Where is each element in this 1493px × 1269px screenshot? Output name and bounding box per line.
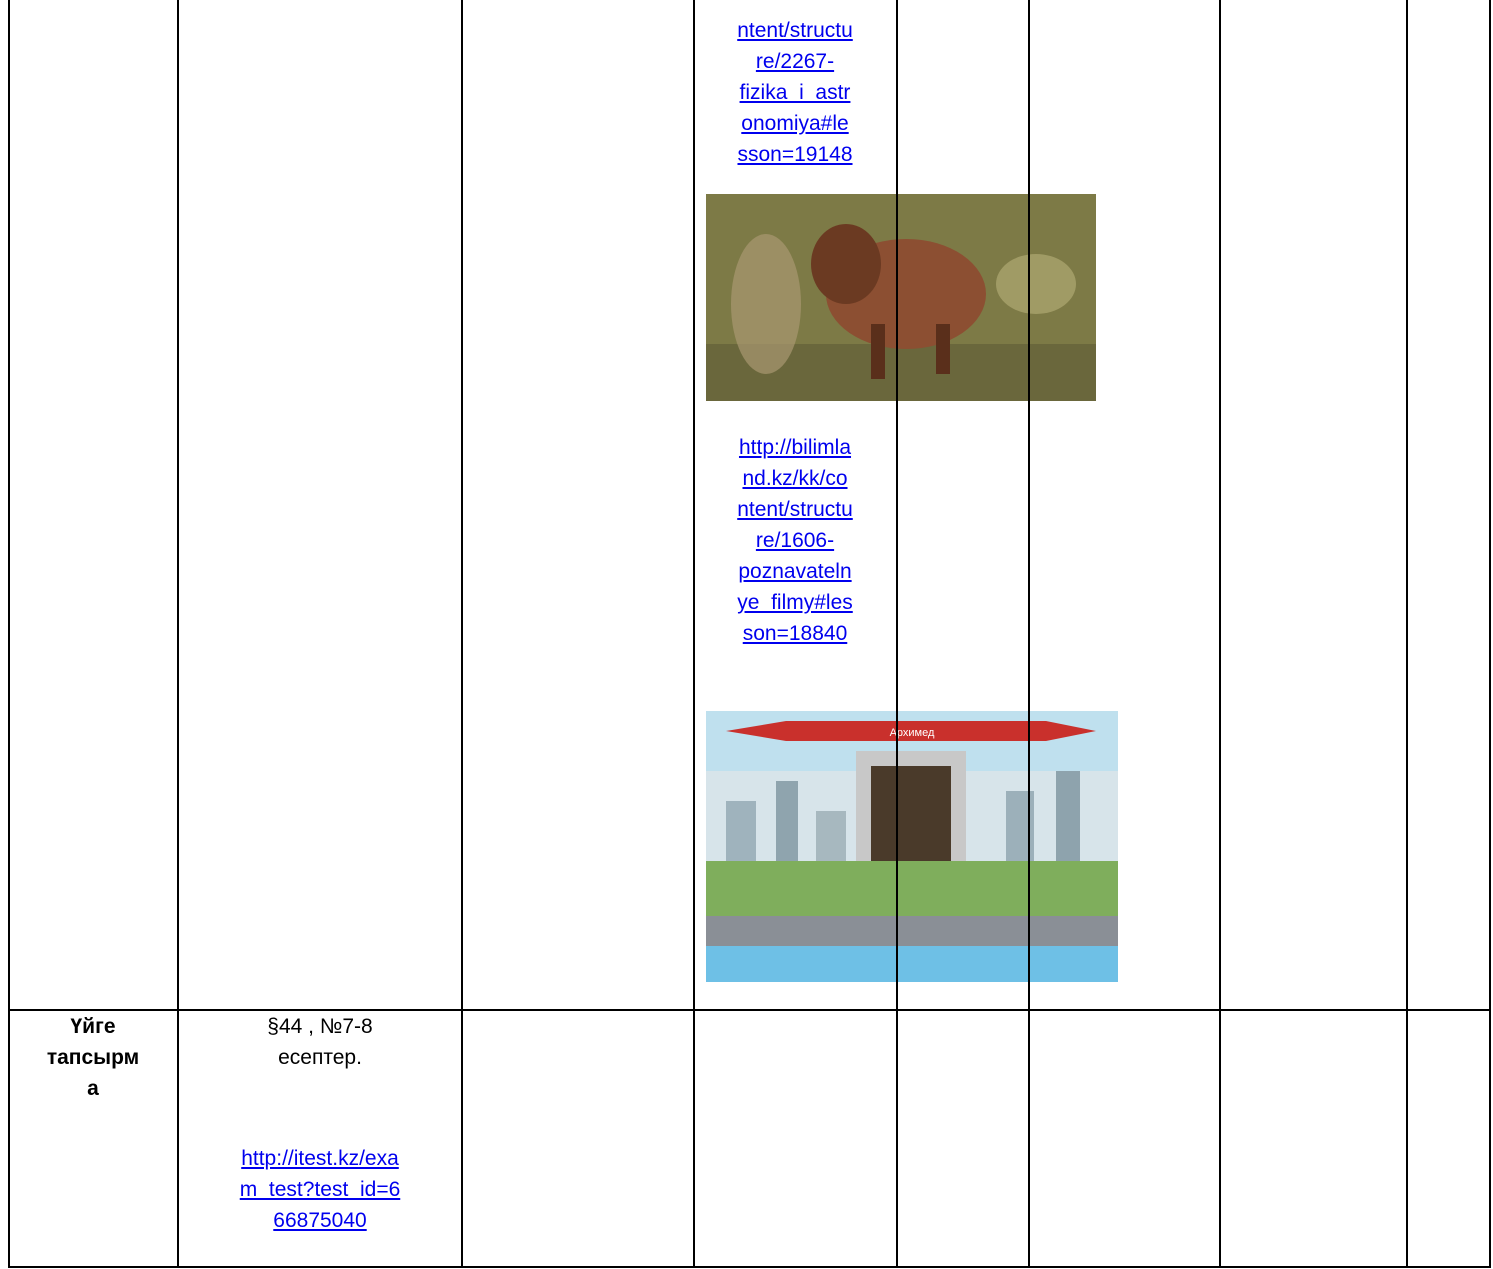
table-border xyxy=(1028,0,1030,1268)
link[interactable]: nd.kz/kk/co xyxy=(742,467,848,490)
link[interactable]: re/1606- xyxy=(755,529,835,552)
table-border xyxy=(8,1266,1491,1268)
cell-text: есептер. xyxy=(278,1046,362,1069)
link[interactable]: m_test?test_id=6 xyxy=(239,1178,401,1201)
row-label: а xyxy=(87,1077,99,1100)
link[interactable]: son=18840 xyxy=(742,622,848,645)
image-caption: Архимед xyxy=(890,727,935,739)
table-border xyxy=(896,0,898,1268)
link[interactable]: ye_filmy#les xyxy=(737,591,853,614)
link[interactable]: onomiya#le xyxy=(741,112,849,135)
link[interactable]: http://bilimla xyxy=(738,436,852,459)
table-border xyxy=(1406,0,1408,1268)
link[interactable]: re/2267- xyxy=(755,50,835,73)
city-image: Архимед xyxy=(706,711,1118,982)
link[interactable]: fizika_i_astr xyxy=(739,81,851,104)
row-label: Үйге xyxy=(70,1015,116,1038)
table-border xyxy=(8,1009,1491,1011)
table-border xyxy=(461,0,463,1268)
table-border xyxy=(1489,0,1491,1268)
link[interactable]: poznavateln xyxy=(738,560,852,583)
link[interactable]: 66875040 xyxy=(273,1209,367,1232)
table-border xyxy=(693,0,695,1268)
table-border xyxy=(177,0,179,1268)
link[interactable]: http://itest.kz/exa xyxy=(241,1147,399,1170)
link[interactable]: ntent/structu xyxy=(737,19,853,42)
table-border xyxy=(8,0,10,1268)
link[interactable]: sson=19148 xyxy=(737,143,853,166)
bison-image xyxy=(706,194,1096,401)
cell-text: §44 , №7-8 xyxy=(267,1015,373,1038)
table-border xyxy=(1219,0,1221,1268)
link[interactable]: ntent/structu xyxy=(737,498,853,521)
row-label: тапсырм xyxy=(46,1046,140,1069)
